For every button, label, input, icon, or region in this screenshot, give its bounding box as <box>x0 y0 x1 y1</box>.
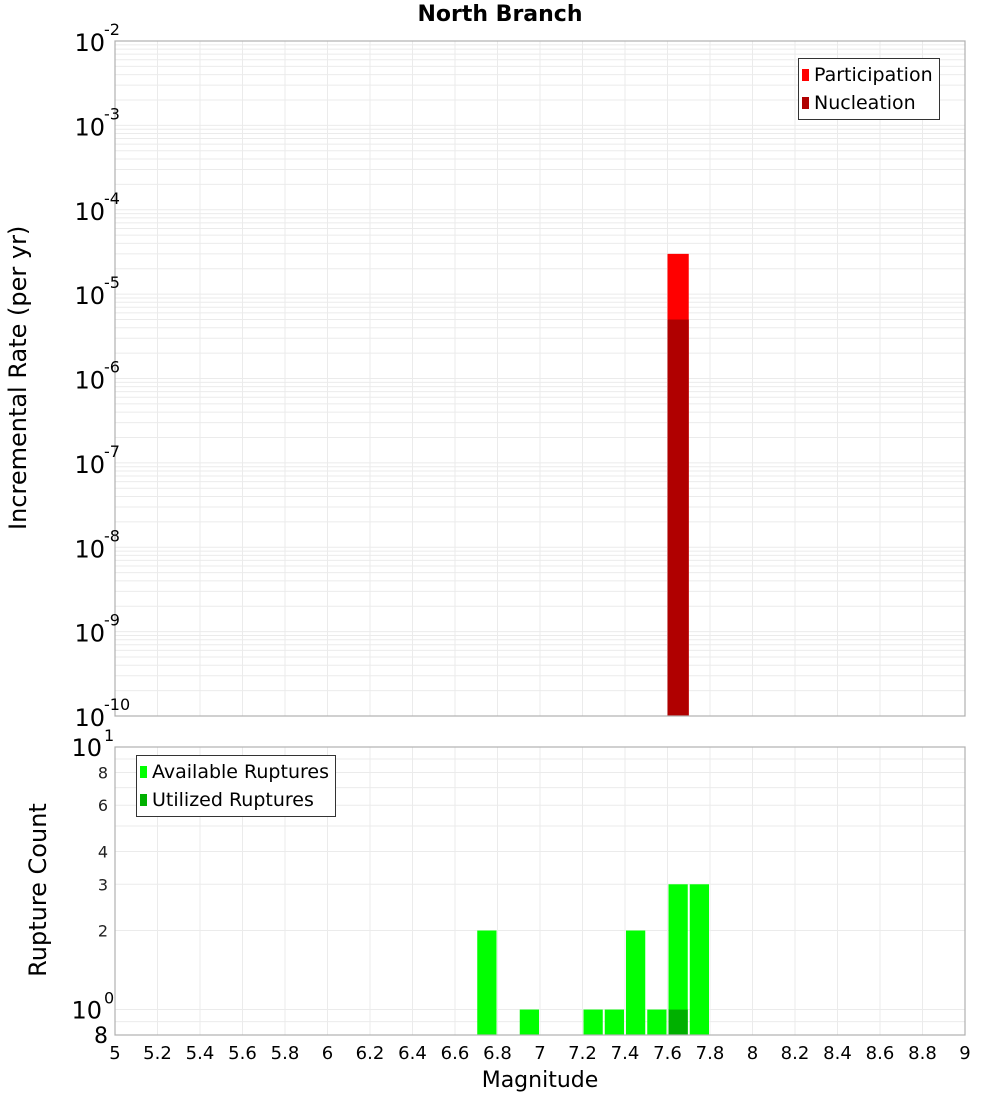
bar-available-ruptures <box>647 1009 667 1035</box>
chart-title: North Branch <box>417 2 583 27</box>
legend-item-nucleation: Nucleation <box>802 89 933 117</box>
x-tick: 5.4 <box>186 1043 215 1064</box>
x-tick: 7.2 <box>568 1043 597 1064</box>
bottom-y-tick: 8 <box>98 763 108 782</box>
bar-available-ruptures <box>583 1009 603 1035</box>
x-tick: 8.2 <box>781 1043 810 1064</box>
x-tick: 5.6 <box>228 1043 257 1064</box>
bar-available-ruptures <box>477 930 497 1035</box>
top-y-tick: 10 <box>74 704 105 732</box>
x-axis-label: Magnitude <box>481 1068 599 1093</box>
top-y-tick: 10 <box>74 535 105 563</box>
x-tick: 7.8 <box>696 1043 725 1064</box>
x-tick: 8.6 <box>866 1043 895 1064</box>
x-tick: 6.6 <box>441 1043 470 1064</box>
available-swatch-icon <box>140 766 147 778</box>
nucleation-swatch-icon <box>802 97 809 109</box>
bottom-y-tick: 10 <box>71 734 102 762</box>
x-tick: 6.2 <box>356 1043 385 1064</box>
legend-label: Utilized Ruptures <box>152 789 314 811</box>
top-y-tick-exponent: -9 <box>104 611 120 630</box>
bottom-y-tick: 6 <box>98 796 108 815</box>
top-y-tick-exponent: -2 <box>104 20 120 39</box>
top-y-tick: 10 <box>74 29 105 57</box>
top-legend: Participation Nucleation <box>798 58 940 120</box>
bottom-y-tick: 8 <box>94 1024 108 1049</box>
x-tick: 6 <box>322 1043 333 1064</box>
bar-nucleation <box>667 319 689 716</box>
x-tick: 7 <box>534 1043 545 1064</box>
bottom-y-tick: 3 <box>98 875 108 894</box>
bar-available-ruptures <box>668 884 688 1035</box>
top-y-tick: 10 <box>74 282 105 310</box>
bar-available-ruptures <box>689 884 709 1035</box>
legend-item-utilized-ruptures: Utilized Ruptures <box>140 786 329 814</box>
utilized-swatch-icon <box>140 794 147 806</box>
x-tick: 6.4 <box>398 1043 427 1064</box>
x-tick: 5.2 <box>143 1043 172 1064</box>
top-y-tick-exponent: -4 <box>104 189 120 208</box>
top-y-tick-exponent: -5 <box>104 273 120 292</box>
bottom-y-tick: 10 <box>71 997 102 1025</box>
top-y-tick: 10 <box>74 367 105 395</box>
top-plot: 10-210-310-410-510-610-710-810-910-10 <box>74 20 966 732</box>
bottom-y-tick: 2 <box>98 922 108 941</box>
top-y-tick: 10 <box>74 198 105 226</box>
x-tick: 8.8 <box>908 1043 937 1064</box>
x-tick: 5 <box>109 1043 120 1064</box>
x-tick: 9 <box>959 1043 970 1064</box>
participation-swatch-icon <box>802 69 809 81</box>
x-tick: 8.4 <box>823 1043 852 1064</box>
bar-available-ruptures <box>519 1009 539 1035</box>
top-y-axis-label: Incremental Rate (per yr) <box>4 225 32 530</box>
top-y-tick: 10 <box>74 451 105 479</box>
x-tick: 5.8 <box>271 1043 300 1064</box>
x-tick: 7.6 <box>653 1043 682 1064</box>
x-tick: 7.4 <box>611 1043 640 1064</box>
bottom-y-tick: 4 <box>98 842 108 861</box>
bottom-y-tick-exponent: 0 <box>104 989 114 1008</box>
legend-item-participation: Participation <box>802 61 933 89</box>
bottom-y-tick-exponent: 1 <box>104 726 114 745</box>
legend-label: Nucleation <box>814 92 916 114</box>
top-y-tick-exponent: -7 <box>104 442 120 461</box>
top-y-tick: 10 <box>74 113 105 141</box>
x-axis-ticks: 5 5.2 5.4 5.6 5.8 6 6.2 6.4 6.6 6.8 7 7.2 7.4 7.6 7.8 8… <box>109 1043 970 1064</box>
x-tick: 8 <box>747 1043 758 1064</box>
bar-utilized-ruptures <box>668 1009 688 1035</box>
top-y-tick: 10 <box>74 620 105 648</box>
top-y-tick-exponent: -8 <box>104 526 120 545</box>
bar-available-ruptures <box>626 930 646 1035</box>
top-y-tick-exponent: -10 <box>104 695 130 714</box>
bar-available-ruptures <box>604 1009 624 1035</box>
bottom-y-axis-label: Rupture Count <box>24 803 52 977</box>
bottom-legend: Available Ruptures Utilized Ruptures <box>136 755 336 817</box>
top-y-tick-exponent: -6 <box>104 358 120 377</box>
legend-item-available-ruptures: Available Ruptures <box>140 758 329 786</box>
top-y-tick-exponent: -3 <box>104 104 120 123</box>
legend-label: Available Ruptures <box>152 761 329 783</box>
legend-label: Participation <box>814 64 933 86</box>
x-tick: 6.8 <box>483 1043 512 1064</box>
